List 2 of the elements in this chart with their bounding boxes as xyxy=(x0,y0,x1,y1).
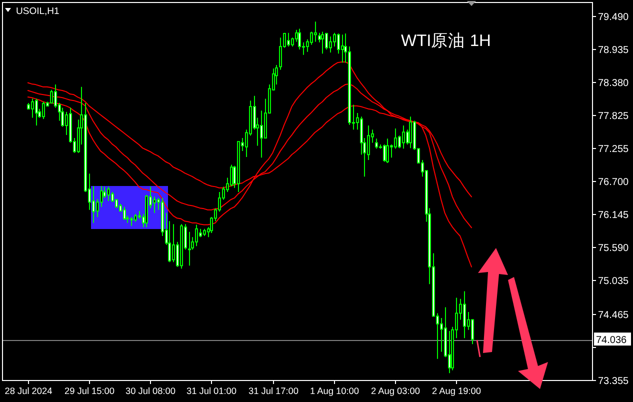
annotation: WTI原油 1H xyxy=(401,32,491,50)
title: USOIL,H1 xyxy=(16,6,60,17)
